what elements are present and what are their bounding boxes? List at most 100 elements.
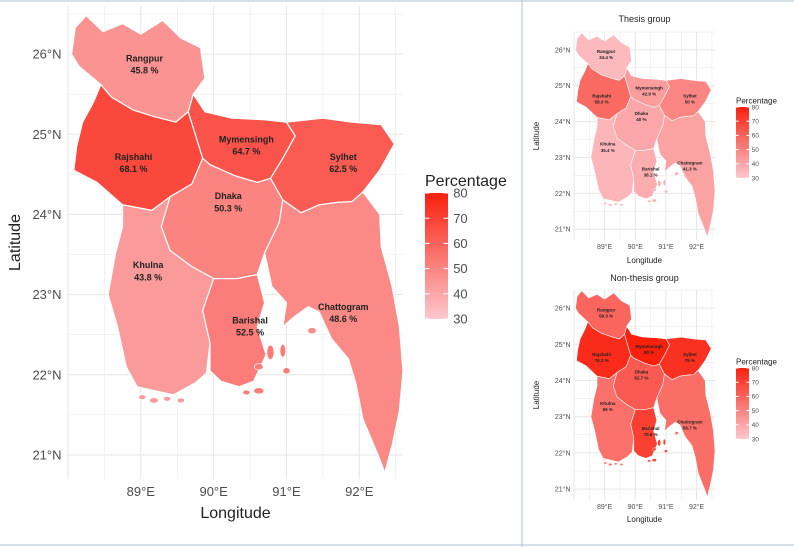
y-tick-label: 21°N — [555, 226, 571, 234]
x-tick-label: 92°E — [689, 503, 705, 511]
y-tick-label: 23°N — [555, 154, 571, 162]
x-tick-label: 89°E — [597, 503, 613, 511]
y-tick-label: 24°N — [32, 207, 61, 222]
x-axis-label: Longitude — [200, 505, 270, 522]
y-tick-label: 21°N — [555, 486, 571, 494]
delta-island — [603, 202, 607, 205]
legend-tick-label: 40 — [752, 161, 760, 168]
delta-island — [652, 447, 657, 451]
region-name-mymensingh: Mymensingh — [635, 85, 663, 90]
legend-tick-label: 50 — [453, 261, 467, 276]
region-name-dhaka: Dhaka — [215, 191, 243, 201]
delta-island — [674, 172, 679, 176]
delta-island — [652, 188, 657, 192]
map-regions — [575, 290, 716, 498]
region-name-barishal: Barishal — [642, 166, 660, 171]
delta-island — [651, 198, 657, 203]
region-value-khulna: 56 % — [603, 407, 613, 412]
legend-tick-label: 60 — [752, 394, 760, 401]
delta-island — [254, 363, 264, 371]
delta-island — [663, 179, 666, 186]
y-tick-label: 26°N — [32, 47, 61, 62]
region-name-chattogram: Chattogram — [677, 420, 702, 425]
legend-tick-label: 30 — [752, 436, 760, 443]
region-value-mymensingh: 80 % — [644, 350, 654, 355]
delta-island — [163, 396, 172, 402]
y-axis-label: Latitude — [532, 121, 541, 150]
region-name-chattogram: Chattogram — [318, 302, 369, 312]
region-value-khulna: 35.4 % — [601, 148, 615, 153]
region-name-dhaka: Dhaka — [635, 370, 649, 375]
region-labels: Rangpur 45.8 % Rajshahi 68.1 % Mymensingh 64.… — [115, 53, 369, 337]
region-name-chattogram: Chattogram — [677, 160, 702, 165]
x-tick-label: 92°E — [689, 243, 705, 251]
region-value-rangpur: 34.4 % — [599, 55, 613, 60]
x-tick-label: 90°E — [628, 503, 644, 511]
legend-title: Percentage — [736, 96, 777, 105]
region-value-chattogram: 48.6 % — [329, 314, 357, 324]
y-tick-label: 22°N — [555, 190, 571, 198]
region-value-barishal: 52.5 % — [236, 328, 264, 338]
delta-island — [176, 397, 185, 404]
delta-island — [608, 463, 613, 466]
region-value-dhaka: 62.7 % — [634, 376, 648, 381]
legend-tick-label: 70 — [752, 379, 760, 386]
delta-island — [619, 203, 624, 207]
region-chattogram — [264, 191, 404, 474]
delta-island — [647, 459, 651, 463]
region-name-sylhet: Sylhet — [683, 93, 697, 98]
region-chattogram — [656, 111, 716, 238]
legend-colorbar — [736, 368, 749, 439]
delta-island — [664, 189, 668, 194]
region-name-rajshahi: Rajshahi — [592, 93, 611, 98]
region-khulna — [107, 196, 215, 396]
delta-island — [282, 367, 291, 375]
y-tick-label: 25°N — [555, 341, 571, 349]
y-tick-label: 25°N — [32, 127, 61, 142]
region-name-mymensingh: Mymensingh — [635, 344, 663, 349]
map-regions — [70, 15, 404, 474]
y-tick-label: 22°N — [555, 449, 571, 457]
y-tick-label: 26°N — [555, 46, 571, 54]
region-barishal — [630, 407, 658, 459]
y-tick-label: 24°N — [555, 118, 571, 126]
delta-island — [279, 343, 287, 358]
region-value-barishal: 38.1 % — [644, 173, 658, 178]
region-value-sylhet: 75 % — [685, 358, 695, 363]
delta-island — [651, 458, 657, 462]
delta-island — [242, 389, 251, 396]
legend-colorbar — [425, 193, 448, 319]
region-value-barishal: 70.6 % — [644, 432, 658, 437]
legend-title: Percentage — [736, 357, 777, 366]
region-name-barishal: Barishal — [232, 315, 268, 325]
delta-island — [619, 463, 624, 466]
legend-tick-label: 60 — [752, 133, 760, 140]
region-value-dhaka: 50.3 % — [214, 203, 242, 213]
delta-island — [613, 202, 618, 206]
delta-island — [603, 461, 607, 465]
delta-island — [266, 344, 275, 360]
delta-island — [608, 203, 613, 207]
region-name-sylhet: Sylhet — [683, 352, 697, 357]
x-tick-label: 92°E — [345, 484, 374, 499]
delta-island — [657, 179, 661, 187]
region-name-rajshahi: Rajshahi — [115, 152, 153, 162]
region-value-sylhet: 50 % — [685, 99, 695, 104]
x-axis-label: Longitude — [627, 515, 663, 524]
region-khulna — [590, 113, 636, 203]
region-value-rajshahi: 76.3 % — [595, 358, 609, 363]
legend-tick-label: 60 — [453, 236, 467, 251]
region-value-chattogram: 41.3 % — [683, 166, 697, 171]
region-name-khulna: Khulna — [133, 260, 164, 270]
region-barishal — [202, 274, 267, 388]
region-value-rangpur: 45.8 % — [130, 65, 158, 75]
delta-island — [307, 327, 317, 335]
x-tick-label: 90°E — [199, 484, 228, 499]
delta-island — [613, 462, 618, 466]
legend-tick-label: 80 — [453, 186, 467, 201]
y-tick-label: 24°N — [555, 377, 571, 385]
y-tick-label: 21°N — [32, 447, 61, 462]
